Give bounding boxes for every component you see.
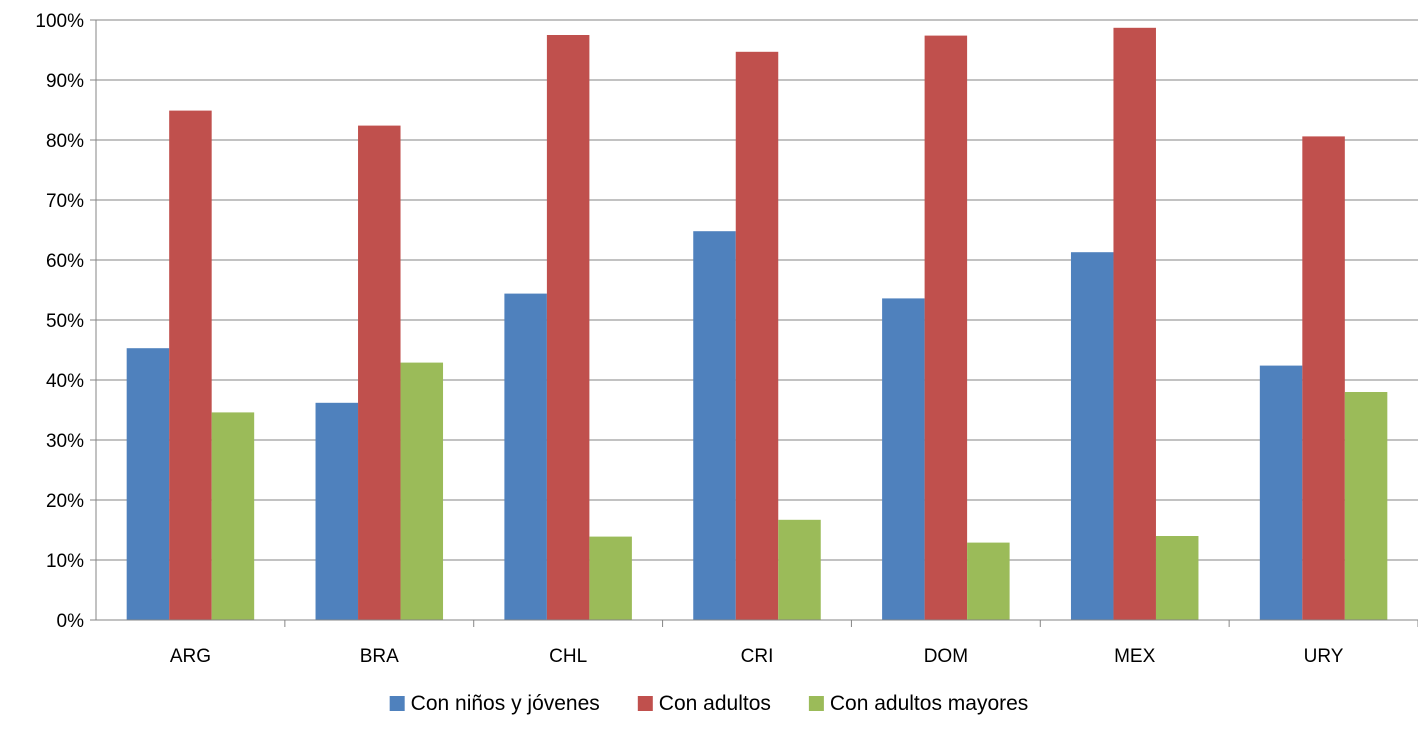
- bar-mex-series-3: [1155, 536, 1199, 620]
- bar-dom-series-3: [967, 542, 1010, 620]
- bar-cri-series-1: [693, 231, 736, 620]
- y-tick-label: 90%: [46, 71, 84, 92]
- y-tick-label: 10%: [46, 551, 84, 572]
- bar-chl-series-3: [589, 536, 632, 620]
- legend-label: Con niños y jóvenes: [411, 692, 600, 715]
- bar-ury-series-1: [1259, 365, 1303, 620]
- bar-ury-series-3: [1344, 392, 1388, 620]
- y-tick-label: 100%: [35, 11, 84, 32]
- bar-arg-series-1: [126, 348, 170, 620]
- axes: [90, 19, 1418, 627]
- legend-label: Con adultos: [659, 692, 771, 715]
- x-category-label: BRA: [360, 646, 399, 667]
- y-tick-label: 60%: [46, 251, 84, 272]
- y-tick-label: 70%: [46, 191, 84, 212]
- bar-bra-series-3: [400, 362, 444, 620]
- x-category-label: ARG: [170, 646, 211, 667]
- bar-cri-series-2: [735, 51, 779, 621]
- x-category-label: CRI: [741, 646, 774, 667]
- y-tick-label: 30%: [46, 431, 84, 452]
- y-tick-labels: 0% 10% 20% 30% 40% 50% 60% 70% 80% 90% 100%: [35, 11, 84, 632]
- bar-dom-series-1: [882, 298, 925, 620]
- x-category-label: URY: [1304, 646, 1344, 667]
- bar-mex-series-1: [1070, 252, 1114, 620]
- y-tick-label: 50%: [46, 311, 84, 332]
- x-category-label: MEX: [1114, 646, 1156, 667]
- bar-cri-series-3: [778, 519, 821, 620]
- bar-dom-series-2: [924, 35, 968, 621]
- y-tick-label: 40%: [46, 371, 84, 392]
- y-tick-label: 20%: [46, 491, 84, 512]
- x-category-label: DOM: [924, 646, 968, 667]
- y-tick-label: 0%: [57, 611, 85, 632]
- bar-arg-series-2: [169, 110, 212, 620]
- bar-chl-series-1: [504, 293, 547, 620]
- legend-swatch: [389, 696, 405, 711]
- bar-bra-series-2: [358, 125, 401, 620]
- bar-bra-series-1: [315, 402, 359, 620]
- bar-arg-series-3: [211, 412, 255, 620]
- legend-label: Con adultos mayores: [830, 692, 1028, 715]
- bar-mex-series-2: [1113, 27, 1156, 621]
- y-tick-label: 80%: [46, 131, 84, 152]
- bar-ury-series-2: [1302, 136, 1345, 620]
- legend-swatch: [637, 696, 653, 711]
- x-category-labels: ARG BRA CHL CRI DOM MEX URY: [170, 646, 1344, 667]
- legend: Con niños y jóvenes Con adultos Con adulto…: [389, 692, 1028, 715]
- bars: [126, 27, 1388, 621]
- legend-swatch: [808, 696, 824, 711]
- bar-chl-series-2: [546, 35, 590, 620]
- x-category-label: CHL: [549, 646, 587, 667]
